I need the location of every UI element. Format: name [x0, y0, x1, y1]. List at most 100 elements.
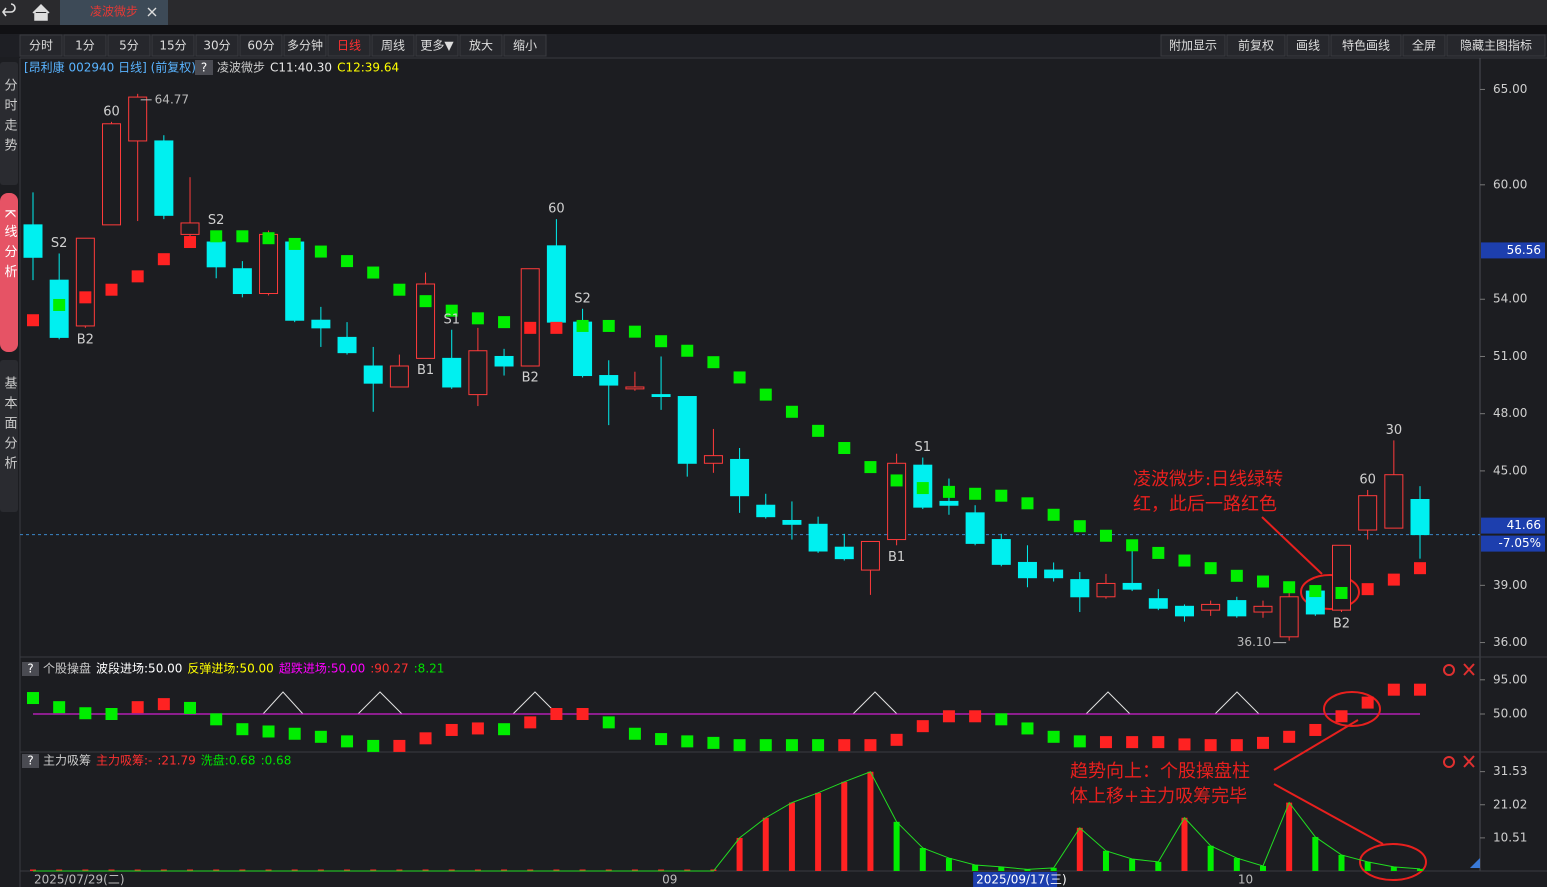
indicator-marker: [550, 321, 563, 334]
bar: [501, 869, 508, 871]
toolbar-button[interactable]: [503, 34, 547, 57]
toolbar-button-label[interactable]: 更多▼: [420, 39, 454, 53]
help-button[interactable]: [22, 662, 39, 676]
toolbar-button-label[interactable]: 30分: [203, 39, 230, 53]
candle-body: [102, 123, 122, 226]
candle-body: [1358, 495, 1378, 531]
bar: [1099, 736, 1112, 749]
legend-item: 主力吸筹:-: [96, 754, 152, 768]
toolbar-button-label[interactable]: 15分: [159, 39, 186, 53]
toolbar-button-label[interactable]: 特色画线: [1342, 38, 1390, 53]
help-icon[interactable]: ?: [201, 61, 207, 75]
bar: [317, 869, 324, 871]
bar: [213, 869, 220, 871]
toolbar-button[interactable]: [283, 34, 327, 57]
toolbar-button-label[interactable]: 缩小: [513, 38, 537, 53]
toolbar-button-label[interactable]: 日线: [337, 39, 361, 53]
bar: [498, 723, 511, 736]
toolbar-button-label[interactable]: 画线: [1296, 39, 1320, 53]
indicator-marker: [995, 489, 1008, 502]
indicator-value: C11:40.30: [270, 61, 332, 75]
bar: [1283, 730, 1296, 743]
side-tab-label[interactable]: 基本面分析: [2, 376, 18, 476]
toolbar-button[interactable]: [1160, 34, 1226, 57]
toolbar-button[interactable]: [1286, 34, 1330, 57]
candle-body: [965, 512, 985, 544]
legend-item: 反弹进场:50.00: [187, 662, 273, 676]
back-icon[interactable]: [2, 3, 16, 17]
side-tab-label[interactable]: K线分析: [2, 209, 18, 285]
toolbar-button-label[interactable]: 5分: [119, 39, 139, 53]
side-tab-label[interactable]: 分时走势: [2, 78, 18, 158]
toolbar-button-label[interactable]: 分时: [29, 39, 53, 53]
indicator-marker: [759, 388, 772, 401]
bar: [890, 733, 903, 746]
candle-body: [1174, 605, 1194, 617]
toolbar-button-label[interactable]: 周线: [381, 39, 405, 53]
bar: [628, 727, 641, 740]
bar: [527, 869, 534, 871]
indicator-marker: [236, 230, 249, 243]
toolbar-button[interactable]: [327, 34, 371, 57]
indicator-marker: [707, 356, 720, 369]
home-icon[interactable]: [32, 3, 50, 21]
toolbar-button[interactable]: [239, 34, 283, 57]
toolbar-button[interactable]: [459, 34, 503, 57]
bar: [998, 866, 1005, 871]
candle-body: [389, 365, 409, 388]
help-icon[interactable]: ?: [27, 662, 33, 676]
indicator-marker: [314, 245, 327, 258]
toolbar-button[interactable]: [19, 34, 63, 57]
candle-body: [285, 241, 305, 321]
toolbar-button[interactable]: [63, 34, 107, 57]
bar: [79, 707, 92, 720]
triangles: [262, 691, 1260, 715]
toolbar-button[interactable]: [1402, 34, 1446, 57]
legend-item: :0.68: [261, 754, 292, 768]
indicator-marker: [262, 232, 275, 245]
candle-body: [677, 396, 697, 464]
panel-title: 个股操盘: [43, 661, 91, 676]
toolbar-button[interactable]: [107, 34, 151, 57]
signal-label: B1: [417, 363, 434, 378]
bar: [995, 713, 1008, 726]
signal-label: S2: [208, 213, 225, 228]
toolbar-button[interactable]: [371, 34, 415, 57]
toolbar-button-label[interactable]: 隐藏主图指标: [1460, 38, 1532, 53]
tab[interactable]: [60, 0, 168, 25]
indicator-marker: [733, 371, 746, 384]
side-tab[interactable]: [0, 62, 18, 185]
toolbar-button-label[interactable]: 全屏: [1412, 38, 1436, 53]
toolbar-button[interactable]: [1330, 34, 1402, 57]
toolbar-button-label[interactable]: 放大: [469, 38, 493, 53]
signal-label: 60: [103, 104, 120, 119]
help-button[interactable]: [22, 754, 39, 768]
toolbar-button[interactable]: [151, 34, 195, 57]
indicator-marker: [210, 230, 223, 243]
side-tab[interactable]: [0, 193, 18, 352]
toolbar-button-label[interactable]: 1分: [75, 39, 95, 53]
help-button[interactable]: [195, 60, 213, 75]
toolbar-button[interactable]: [1446, 34, 1546, 57]
bar: [576, 708, 589, 720]
help-icon[interactable]: ?: [27, 754, 33, 768]
toolbar-button-label[interactable]: 附加显示: [1169, 39, 1217, 53]
panel-icons[interactable]: [1443, 663, 1475, 768]
side-tab[interactable]: [0, 360, 18, 512]
candle-body: [442, 357, 462, 388]
bar: [945, 858, 952, 871]
toolbar-button[interactable]: [195, 34, 239, 57]
bar: [27, 692, 39, 705]
tab-label[interactable]: 凌波微步: [90, 5, 138, 19]
toolbar-button-label[interactable]: 前复权: [1238, 38, 1274, 53]
bar: [1309, 723, 1322, 736]
toolbar-button-label[interactable]: 多分钟: [287, 38, 323, 53]
tab-close[interactable]: [147, 7, 157, 17]
toolbar-button[interactable]: [1226, 34, 1286, 57]
indicator-marker: [341, 255, 354, 268]
toolbar-button[interactable]: [415, 34, 459, 57]
indicator-marker: [184, 236, 197, 249]
toolbar-button-label[interactable]: 60分: [247, 39, 274, 53]
legend-item: :21.79: [157, 754, 195, 768]
bar: [969, 710, 982, 723]
